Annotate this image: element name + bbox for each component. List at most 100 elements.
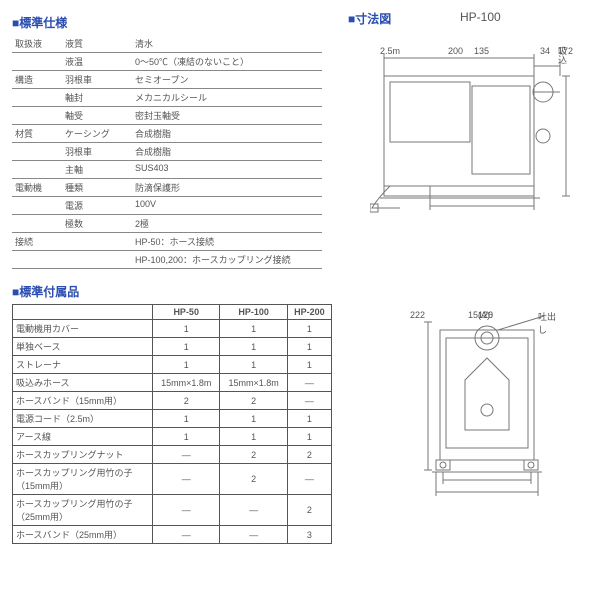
- acc-val: 2: [287, 446, 331, 464]
- spec-cat: 取扱液: [12, 35, 62, 53]
- acc-label: 吸込みホース: [13, 374, 153, 392]
- spec-val: HP-100,200：ホースカップリング接続: [132, 251, 322, 269]
- spec-cat: 接続: [12, 233, 62, 251]
- acc-val: 1: [287, 320, 331, 338]
- acc-val: 1: [287, 356, 331, 374]
- acc-val: —: [153, 464, 220, 495]
- spec-sub: 軸封: [62, 89, 132, 107]
- spec-sub: 極数: [62, 215, 132, 233]
- acc-label: ホースカップリング用竹の子（25mm用）: [13, 495, 153, 526]
- acc-val: 2: [287, 495, 331, 526]
- spec-cat: [12, 53, 62, 71]
- acc-val: 1: [287, 338, 331, 356]
- acc-val: 1: [153, 428, 220, 446]
- spec-cat: [12, 89, 62, 107]
- spec-sub: 羽根車: [62, 143, 132, 161]
- spec-sub: 軸受: [62, 107, 132, 125]
- spec-val: 0～50℃（凍結のないこと）: [132, 53, 322, 71]
- spec-val: 清水: [132, 35, 322, 53]
- spec-sub: [62, 233, 132, 251]
- spec-val: セミオープン: [132, 71, 322, 89]
- acc-val: 15mm×1.8m: [153, 374, 220, 392]
- spec-sub: [62, 251, 132, 269]
- label-suction: 吸込: [556, 46, 569, 64]
- acc-val: —: [153, 495, 220, 526]
- spec-val: メカニカルシール: [132, 89, 322, 107]
- acc-label: 電源コード（2.5m）: [13, 410, 153, 428]
- acc-val: 1: [220, 428, 287, 446]
- acc-label: アース線: [13, 428, 153, 446]
- side-view-drawing: 200 34 135 172 2.5m 吸込: [370, 46, 570, 216]
- spec-cat: [12, 197, 62, 215]
- model-label: HP-100: [460, 10, 501, 24]
- spec-cat: [12, 107, 62, 125]
- acc-val: —: [220, 495, 287, 526]
- spec-val: 合成樹脂: [132, 125, 322, 143]
- spec-sub: 種類: [62, 179, 132, 197]
- spec-val: HP-50：ホース接続: [132, 233, 322, 251]
- dim-200: 200: [448, 46, 463, 56]
- acc-label: ホースカップリングナット: [13, 446, 153, 464]
- acc-col: HP-200: [287, 305, 331, 320]
- acc-label: ホースバンド（15mm用）: [13, 392, 153, 410]
- acc-label: ストレーナ: [13, 356, 153, 374]
- spec-cat: [12, 251, 62, 269]
- spec-sub: 羽根車: [62, 71, 132, 89]
- accessories-table: HP-50HP-100HP-200 電動機用カバー111単独ベース111ストレー…: [12, 304, 332, 544]
- acc-val: 1: [287, 410, 331, 428]
- acc-val: 1: [153, 356, 220, 374]
- dim-heading: ■寸法図: [348, 12, 391, 26]
- spec-val: 100V: [132, 197, 322, 215]
- acc-val: 1: [220, 338, 287, 356]
- acc-val: —: [287, 392, 331, 410]
- dim-34: 34: [540, 46, 550, 56]
- spec-cat: [12, 161, 62, 179]
- acc-val: 1: [287, 428, 331, 446]
- acc-val: 2: [153, 392, 220, 410]
- acc-val: 1: [220, 356, 287, 374]
- acc-label: 電動機用カバー: [13, 320, 153, 338]
- acc-val: 1: [220, 320, 287, 338]
- acc-label: ホースカップリング用竹の子（15mm用）: [13, 464, 153, 495]
- label-15a: 15(A): [468, 310, 490, 320]
- spec-cat: [12, 143, 62, 161]
- acc-heading: ■標準付属品: [12, 283, 588, 300]
- acc-val: 2: [220, 392, 287, 410]
- label-discharge: 吐出し: [538, 310, 560, 336]
- dim-222: 222: [410, 310, 425, 320]
- acc-val: —: [153, 526, 220, 544]
- spec-cat: [12, 215, 62, 233]
- acc-val: —: [287, 464, 331, 495]
- spec-cat: 電動機: [12, 179, 62, 197]
- acc-val: 2: [220, 446, 287, 464]
- acc-val: 3: [287, 526, 331, 544]
- acc-label: ホースバンド（25mm用）: [13, 526, 153, 544]
- acc-val: 1: [220, 410, 287, 428]
- spec-val: 防滴保護形: [132, 179, 322, 197]
- acc-val: 1: [153, 338, 220, 356]
- acc-col: HP-100: [220, 305, 287, 320]
- acc-col: [13, 305, 153, 320]
- spec-val: 合成樹脂: [132, 143, 322, 161]
- dim-cord: 2.5m: [380, 46, 400, 56]
- spec-val: SUS403: [132, 161, 322, 179]
- spec-sub: 液質: [62, 35, 132, 53]
- acc-val: 2: [220, 464, 287, 495]
- acc-val: —: [220, 526, 287, 544]
- acc-col: HP-50: [153, 305, 220, 320]
- spec-cat: 構造: [12, 71, 62, 89]
- acc-val: —: [287, 374, 331, 392]
- dim-135: 135: [474, 46, 489, 56]
- spec-sub: ケーシング: [62, 125, 132, 143]
- spec-val: 2極: [132, 215, 322, 233]
- spec-val: 密封玉軸受: [132, 107, 322, 125]
- spec-table: 取扱液液質清水液温0～50℃（凍結のないこと）構造羽根車セミオープン軸封メカニカ…: [12, 35, 322, 269]
- acc-val: —: [153, 446, 220, 464]
- spec-sub: 主軸: [62, 161, 132, 179]
- acc-label: 単独ベース: [13, 338, 153, 356]
- spec-cat: 材質: [12, 125, 62, 143]
- spec-sub: 電源: [62, 197, 132, 215]
- acc-val: 15mm×1.8m: [220, 374, 287, 392]
- spec-sub: 液温: [62, 53, 132, 71]
- acc-val: 1: [153, 320, 220, 338]
